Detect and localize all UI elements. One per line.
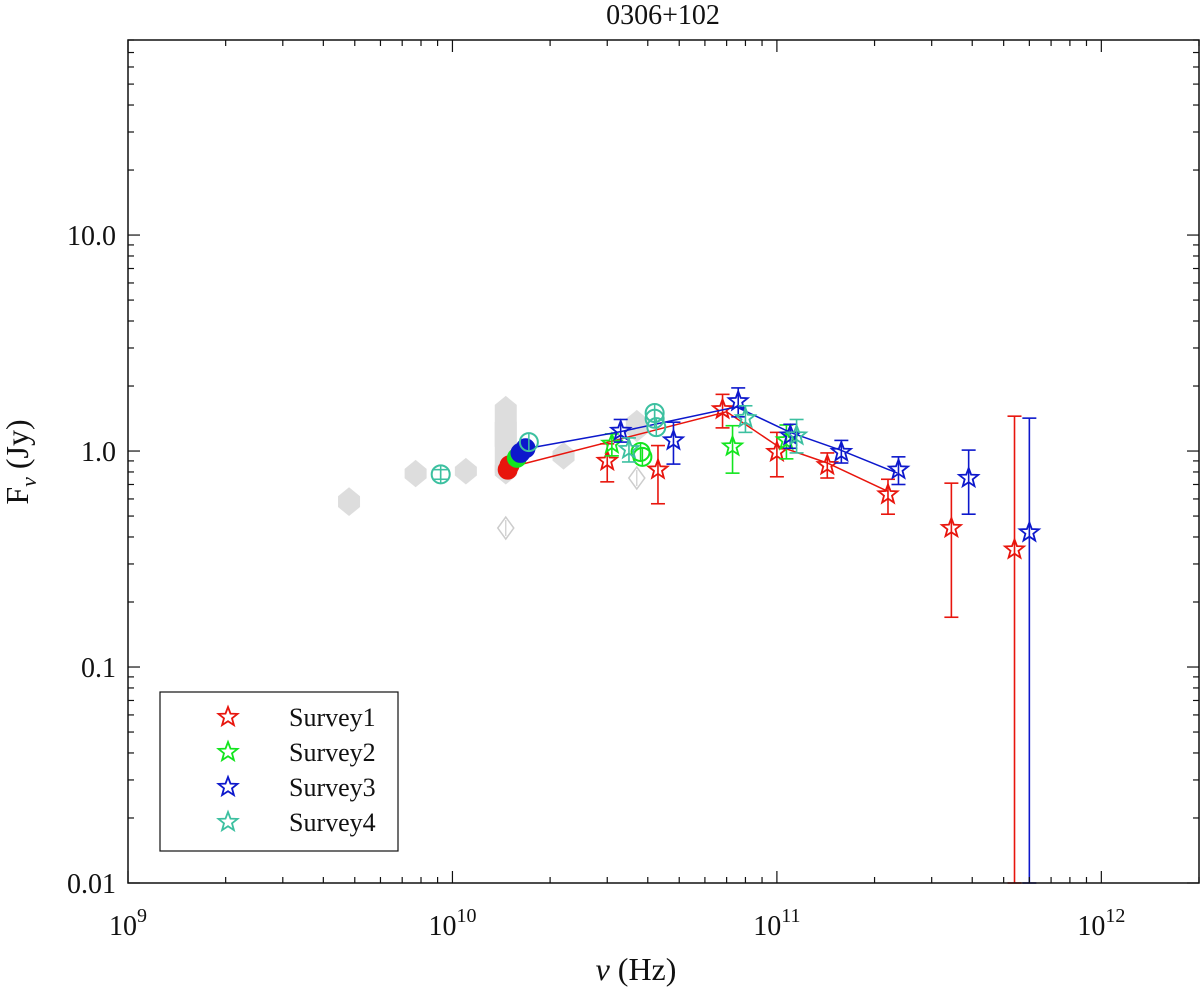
legend-label-survey1: Survey1 [289,703,376,732]
legend-label-survey3: Survey3 [289,773,376,802]
survey1-star-point [710,396,735,420]
y-tick-label: 0.01 [67,869,116,900]
survey3-star-point [726,388,751,412]
legend: Survey1 Survey2 Survey3 Survey4 [159,691,399,852]
y-axis-subscript: ν [16,477,41,487]
chart-title: 0306+102 [606,0,720,31]
series-data [430,387,1042,884]
survey4-star-point [784,422,809,446]
archival-point [404,459,427,488]
survey1-star-point [595,448,620,472]
survey3-star-point [1017,519,1042,543]
survey3-star-point [778,422,803,446]
archival-point [494,413,517,456]
archival-open-point [627,465,646,491]
x-axis-symbol: ν [596,951,611,987]
legend-label-survey4: Survey4 [289,808,376,837]
y-axis-label: Fν (Jy) [0,419,41,504]
survey3-star-point [608,418,633,441]
x-tick-label: 1010 [428,905,476,942]
y-tick-label: 0.1 [81,653,116,684]
archival-point [454,457,477,485]
y-tick-label: 1.0 [81,437,116,468]
legend-marker-survey3 [216,774,240,798]
legend-marker-survey2 [216,739,240,763]
series-survey1 [497,393,1027,884]
x-axis-label: ν (Hz) [596,951,677,987]
archival-point [552,442,575,470]
legend-marker-survey1 [216,704,240,728]
survey3-star-point [956,465,981,489]
x-tick-label: 109 [109,905,147,942]
survey1-star-point [876,481,900,505]
survey3-star-point [661,427,686,451]
x-tick-label: 1012 [1077,905,1125,942]
survey2-star-point [599,431,624,454]
legend-box [159,691,399,852]
y-axis-unit: (Jy) [0,419,35,477]
survey1-star-point [1002,536,1027,560]
archival-data [338,395,648,541]
legend-marker-survey4 [216,809,240,833]
series-survey4 [430,403,809,485]
x-tick-label: 1011 [753,905,800,942]
axis-ticks: 109 1010 1011 1012 0.01 0.1 1.0 10.0 [67,39,1200,942]
survey1-star-point [815,452,840,476]
survey1-star-point [939,515,964,539]
series-survey3 [510,387,1042,884]
survey3-star-point [886,456,911,480]
archival-point [338,487,361,517]
y-axis-symbol: F [0,487,35,505]
survey3-star-point [829,439,854,463]
survey4-star-point [617,436,641,460]
survey1-star-point [646,456,670,480]
y-tick-label: 10.0 [67,221,116,252]
archival-open-point [496,515,515,541]
legend-label-survey2: Survey2 [289,738,376,767]
survey2-star-point [720,433,745,457]
x-axis-unit: (Hz) [610,951,677,987]
survey4-star-point [733,405,758,429]
